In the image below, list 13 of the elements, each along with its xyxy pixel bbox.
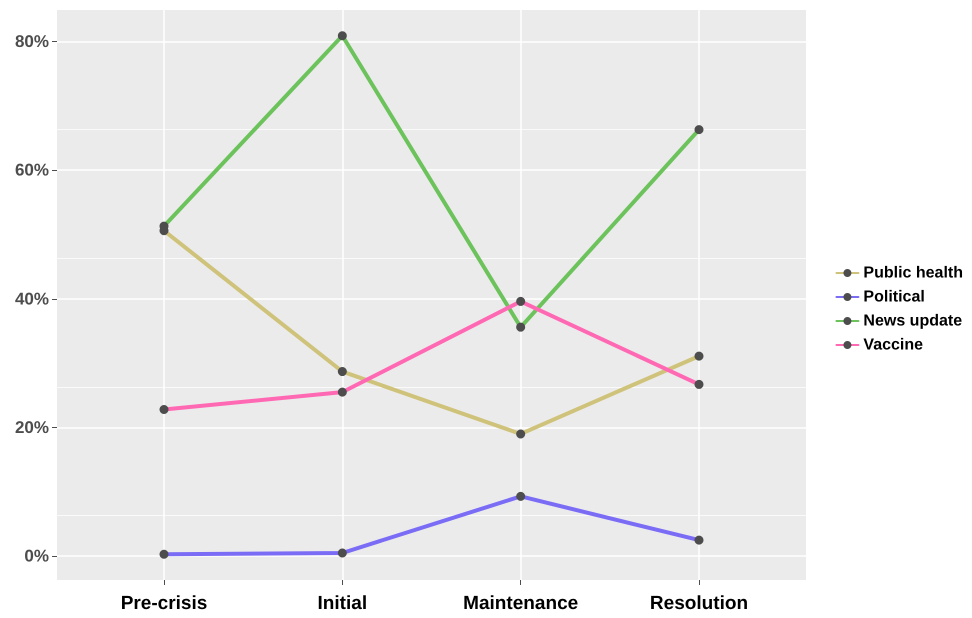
legend-label: News update	[863, 312, 962, 330]
y-tick-label: 20%	[14, 418, 49, 438]
y-tick-label: 60%	[14, 160, 49, 180]
legend-label: Political	[863, 288, 925, 306]
y-tick-label: 0%	[24, 546, 49, 566]
x-tick-label: Initial	[318, 593, 368, 614]
y-tick-label: 40%	[14, 289, 49, 308]
y-tick-label: 80%	[14, 32, 49, 52]
x-tick-label: Maintenance	[463, 593, 578, 614]
legend-label: Public health	[863, 264, 964, 282]
legend-label: Vaccine	[863, 336, 924, 354]
x-tick-label: Pre-crisis	[120, 593, 208, 614]
x-tick-label: Resolution	[650, 593, 748, 614]
